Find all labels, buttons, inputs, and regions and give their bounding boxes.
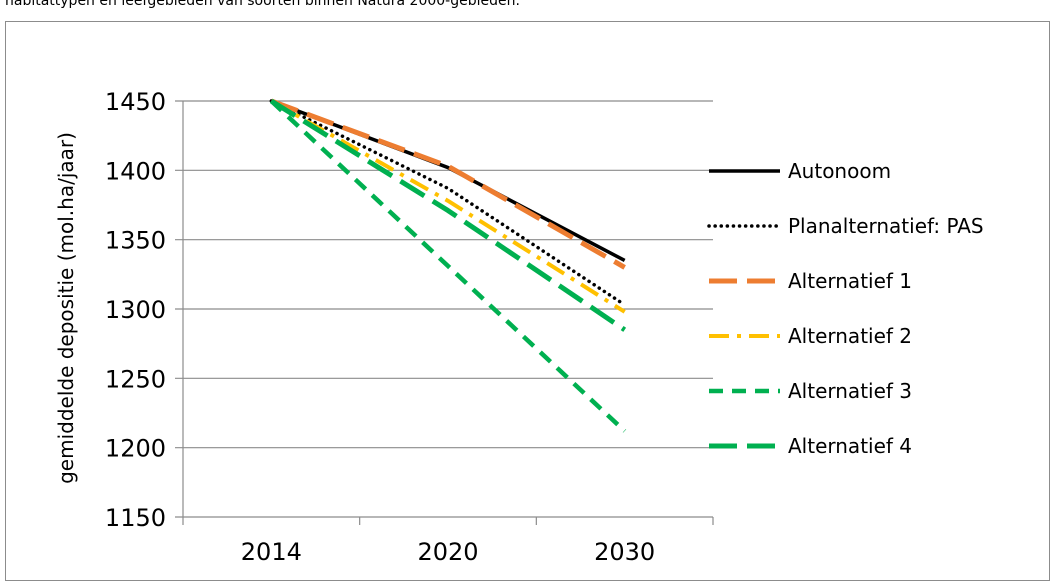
y-tick-label: 1250: [105, 365, 166, 393]
legend-label: Autonoom: [788, 159, 891, 183]
legend-label: Alternatief 4: [788, 434, 912, 458]
y-tick-label: 1400: [105, 157, 166, 185]
axes: 1150 1200 1250 1300 1350 1400 1450 2014 2020 2030: [105, 88, 714, 566]
legend-label: Alternatief 3: [788, 379, 912, 403]
legend-label: Alternatief 1: [788, 269, 912, 293]
x-tick-label: 2014: [241, 538, 302, 566]
x-tick-label: 2020: [417, 538, 478, 566]
x-tick-label: 2030: [594, 538, 655, 566]
series-line-6: [270, 98, 627, 332]
y-axis-label: gemiddelde depositie (mol.ha/jaar): [54, 132, 78, 484]
series-line-5: [269, 99, 627, 433]
series-line-4: [270, 99, 626, 314]
gridlines: [175, 100, 713, 449]
chart-frame: [5, 21, 1050, 581]
y-tick-label: 1150: [105, 504, 166, 532]
legend-label: Alternatief 2: [788, 324, 912, 348]
caption-text: habitattypen en leefgebieden van soorten…: [5, 0, 520, 9]
y-tick-label: 1350: [105, 227, 166, 255]
legend: Autonoom Planalternatief: PAS Alternatief …: [707, 159, 984, 458]
y-tick-label: 1450: [105, 88, 166, 116]
series-lines: [269, 98, 627, 433]
y-tick-label: 1300: [105, 296, 166, 324]
series-line-3: [270, 98, 626, 270]
series-line-2: [269, 99, 627, 307]
legend-label: Planalternatief: PAS: [788, 214, 984, 238]
y-tick-label: 1200: [105, 435, 166, 463]
